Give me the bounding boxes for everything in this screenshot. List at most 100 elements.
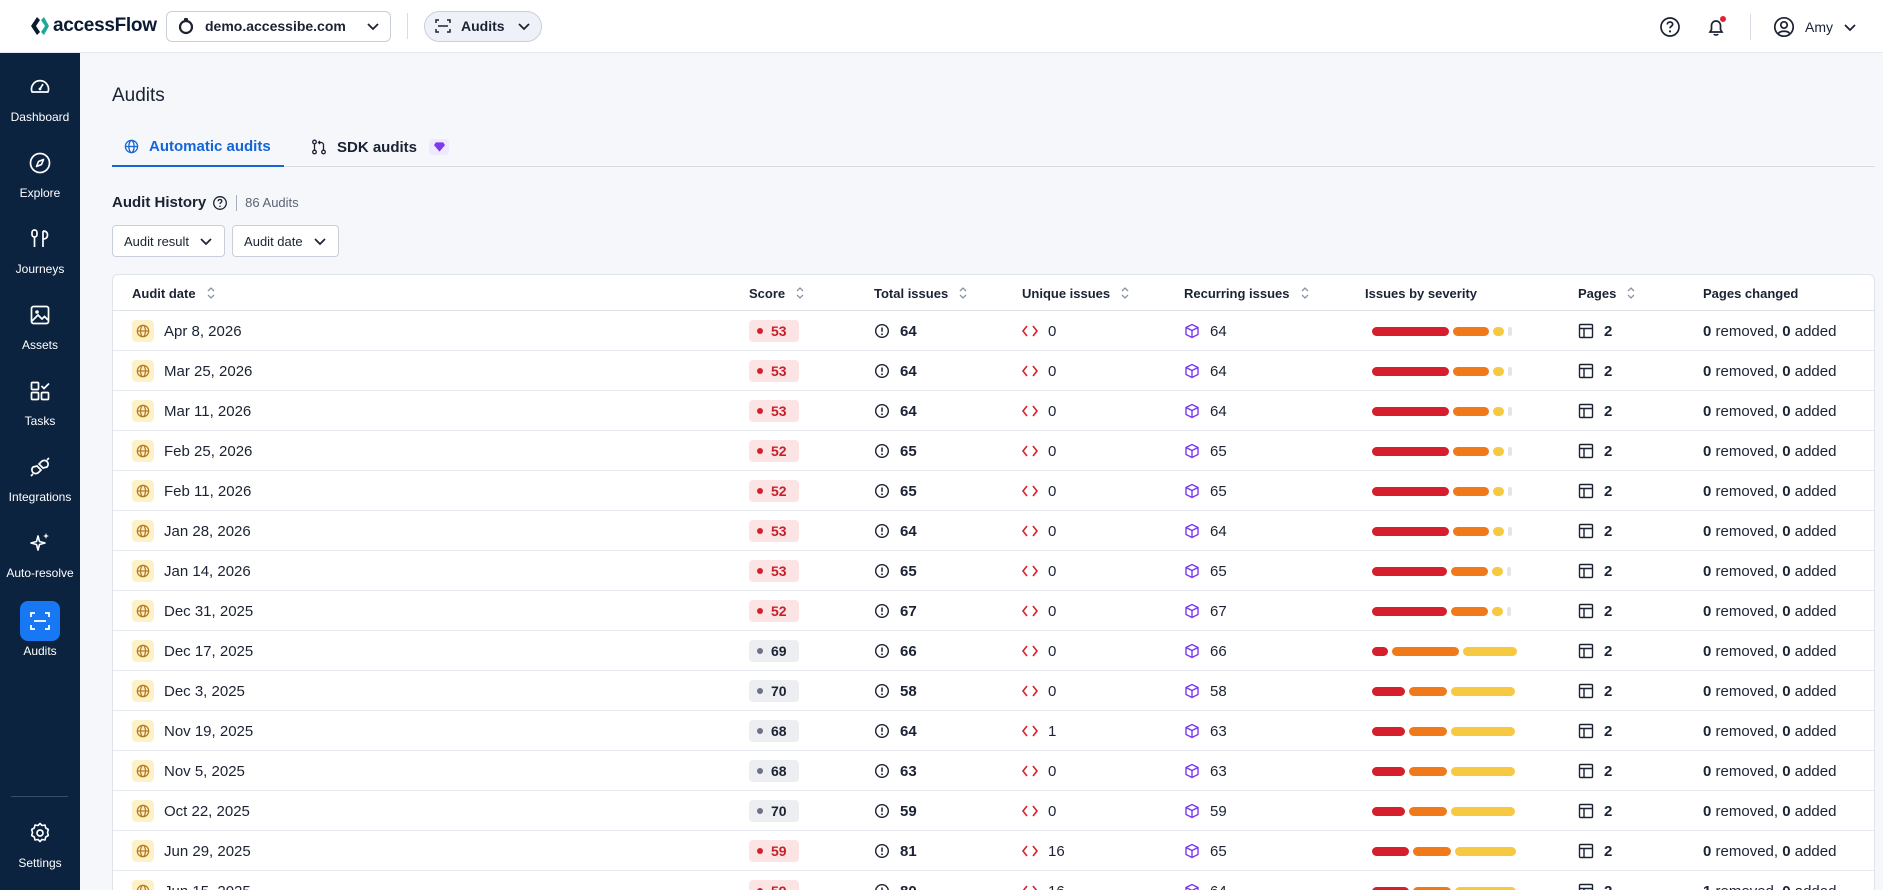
audit-date-cell[interactable]: Jan 14, 2026 — [132, 551, 251, 591]
pages-cell: 2 — [1578, 751, 1612, 791]
alert-circle-icon — [874, 563, 890, 579]
sidebar-item-explore[interactable]: Explore — [0, 143, 80, 200]
tab-sdk-audits[interactable]: SDK audits — [311, 127, 450, 167]
column-score[interactable]: Score — [749, 275, 805, 311]
severity-cell — [1372, 511, 1522, 551]
added-label: added — [1794, 722, 1837, 740]
user-menu[interactable]: Amy — [1750, 13, 1857, 40]
added-label: added — [1794, 402, 1837, 420]
audit-date-cell[interactable]: Jun 15, 2025 — [132, 871, 251, 890]
table-row[interactable]: Jan 14, 2026 53 65 0 65 2 0 removed, 0 added — [113, 551, 1874, 591]
severity-cell — [1372, 631, 1522, 671]
score-badge: 53 — [749, 520, 799, 542]
audit-date: Apr 8, 2026 — [164, 322, 242, 340]
audit-date-cell[interactable]: Apr 8, 2026 — [132, 311, 242, 351]
audit-date-cell[interactable]: Feb 11, 2026 — [132, 471, 251, 511]
unique-issues-value: 16 — [1048, 883, 1065, 890]
column-total-issues[interactable]: Total issues — [874, 275, 968, 311]
table-row[interactable]: Oct 22, 2025 70 59 0 59 2 0 removed, 0 added — [113, 791, 1874, 831]
column-unique-issues[interactable]: Unique issues — [1022, 275, 1130, 311]
audit-date-cell[interactable]: Feb 25, 2026 — [132, 431, 252, 471]
site-selector[interactable]: demo.accessibe.com — [166, 10, 391, 42]
notifications-bell-icon[interactable] — [1704, 14, 1728, 39]
status-dot — [757, 688, 763, 694]
audit-date-cell[interactable]: Dec 3, 2025 — [132, 671, 245, 711]
divider — [236, 194, 238, 211]
severity-segment — [1451, 726, 1515, 736]
table-row[interactable]: Dec 17, 2025 69 66 0 66 2 0 removed, 0 added — [113, 631, 1874, 671]
globe-icon — [132, 680, 154, 702]
removed-count: 0 — [1703, 322, 1712, 340]
audit-count: 86 Audits — [245, 195, 299, 210]
severity-segment — [1493, 526, 1504, 536]
added-label: added — [1794, 362, 1837, 380]
table-row[interactable]: Dec 31, 2025 52 67 0 67 2 0 removed, 0 added — [113, 591, 1874, 631]
table-row[interactable]: Apr 8, 2026 53 64 0 64 2 0 removed, 0 added — [113, 311, 1874, 351]
removed-label: removed, — [1715, 722, 1779, 740]
sidebar-item-tasks[interactable]: Tasks — [0, 371, 80, 428]
table-row[interactable]: Jun 29, 2025 59 81 16 65 2 0 removed, 0 added — [113, 831, 1874, 871]
audit-date-cell[interactable]: Oct 22, 2025 — [132, 791, 250, 831]
total-issues-value: 64 — [900, 362, 917, 380]
column-pages[interactable]: Pages — [1578, 275, 1636, 311]
code-icon — [1022, 565, 1038, 577]
table-row[interactable]: Mar 11, 2026 53 64 0 64 2 0 removed, 0 added — [113, 391, 1874, 431]
sidebar-item-dashboard[interactable]: Dashboard — [0, 67, 80, 124]
code-icon — [1022, 805, 1038, 817]
audit-date-cell[interactable]: Jun 29, 2025 — [132, 831, 251, 871]
layout-icon — [1578, 603, 1594, 619]
scan-icon — [435, 19, 451, 33]
score-badge: 70 — [749, 680, 799, 702]
sidebar-item-assets[interactable]: Assets — [0, 295, 80, 352]
table-row[interactable]: Jan 28, 2026 53 64 0 64 2 0 removed, 0 added — [113, 511, 1874, 551]
column-recurring-issues[interactable]: Recurring issues — [1184, 275, 1310, 311]
help-icon[interactable] — [1658, 15, 1682, 39]
table-row[interactable]: Mar 25, 2026 53 64 0 64 2 0 removed, 0 added — [113, 351, 1874, 391]
table-row[interactable]: Nov 5, 2025 68 63 0 63 2 0 removed, 0 added — [113, 751, 1874, 791]
score-cell: 53 — [749, 351, 799, 391]
sidebar-item-integrations[interactable]: Integrations — [0, 447, 80, 504]
audit-date-cell[interactable]: Mar 11, 2026 — [132, 391, 251, 431]
column-audit-date[interactable]: Audit date — [132, 275, 216, 311]
score-cell: 68 — [749, 711, 799, 751]
sidebar-item-audits[interactable]: Audits — [0, 601, 80, 658]
unique-issues-value: 0 — [1048, 562, 1057, 580]
unique-issues-cell: 0 — [1022, 351, 1056, 391]
logo[interactable]: accessFlow — [28, 15, 166, 37]
table-row[interactable]: Feb 11, 2026 52 65 0 65 2 0 removed, 0 added — [113, 471, 1874, 511]
tab-automatic-audits[interactable]: Automatic audits — [112, 127, 284, 167]
module-selector[interactable]: Audits — [424, 10, 542, 42]
audit-date-cell[interactable]: Mar 25, 2026 — [132, 351, 252, 391]
score-value: 70 — [771, 683, 787, 699]
code-icon — [1022, 325, 1038, 337]
table-row[interactable]: Dec 3, 2025 70 58 0 58 2 0 removed, 0 added — [113, 671, 1874, 711]
alert-circle-icon — [874, 483, 890, 499]
added-count: 0 — [1782, 482, 1791, 500]
severity-segment — [1453, 326, 1489, 336]
help-circle-icon[interactable] — [212, 195, 228, 211]
audit-date-cell[interactable]: Nov 5, 2025 — [132, 751, 245, 791]
severity-segment — [1493, 366, 1504, 376]
audit-date-cell[interactable]: Jan 28, 2026 — [132, 511, 251, 551]
severity-segment — [1451, 766, 1515, 776]
audit-date-filter[interactable]: Audit date — [232, 225, 339, 257]
pages-changed-cell: 1 removed, 0 added — [1703, 871, 1836, 890]
audit-date: Mar 25, 2026 — [164, 362, 253, 380]
table-row[interactable]: Nov 19, 2025 68 64 1 63 2 0 removed, 0 added — [113, 711, 1874, 751]
sidebar-item-settings[interactable]: Settings — [0, 813, 80, 870]
tab-label: SDK audits — [337, 138, 418, 156]
pages-value: 2 — [1604, 322, 1613, 340]
audit-date-cell[interactable]: Dec 17, 2025 — [132, 631, 253, 671]
audit-date-cell[interactable]: Dec 31, 2025 — [132, 591, 253, 631]
sidebar-item-label: Settings — [18, 856, 62, 870]
layout-icon — [1578, 443, 1594, 459]
table-row[interactable]: Jun 15, 2025 59 80 16 64 2 1 removed, 0 added — [113, 871, 1874, 890]
unique-issues-value: 0 — [1048, 442, 1057, 460]
audit-date-cell[interactable]: Nov 19, 2025 — [132, 711, 253, 751]
severity-segment — [1493, 406, 1504, 416]
sparkle-icon — [20, 523, 60, 563]
sidebar-item-auto-resolve[interactable]: Auto-resolve — [0, 523, 80, 580]
sidebar-item-journeys[interactable]: Journeys — [0, 219, 80, 276]
table-row[interactable]: Feb 25, 2026 52 65 0 65 2 0 removed, 0 added — [113, 431, 1874, 471]
audit-result-filter[interactable]: Audit result — [112, 225, 226, 257]
